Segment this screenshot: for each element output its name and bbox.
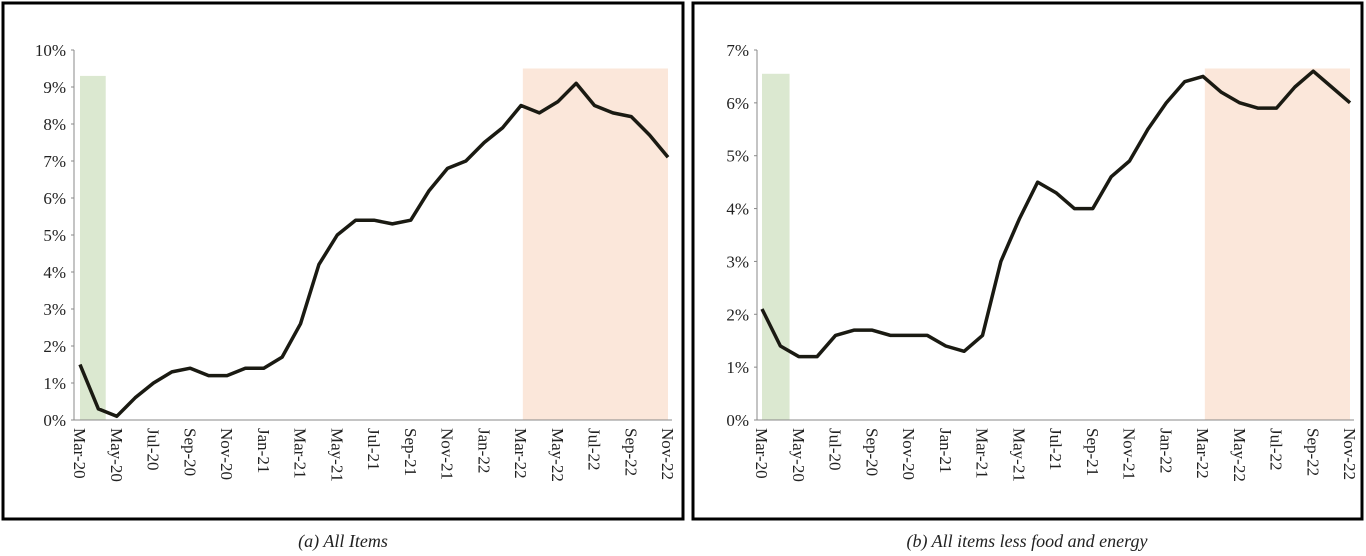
x-tick-label: Nov-21	[438, 428, 457, 480]
y-tick-label: 6%	[43, 189, 66, 208]
x-tick-label: Jul-20	[826, 428, 845, 471]
x-tick-label: Mar-22	[1193, 428, 1212, 479]
x-tick-label: Jan-21	[254, 428, 273, 473]
x-tick-label: Nov-20	[217, 428, 236, 480]
y-tick-label: 5%	[43, 226, 66, 245]
data-line	[760, 69, 1352, 359]
y-tick-label: 4%	[43, 263, 66, 282]
y-tick-label: 1%	[726, 358, 749, 377]
x-tick-label: Jul-20	[144, 428, 163, 471]
x-tick-label: Nov-22	[658, 428, 677, 480]
y-tick-label: 9%	[43, 78, 66, 97]
x-tick-label: Nov-21	[1120, 428, 1139, 480]
y-tick-label: 2%	[726, 305, 749, 324]
x-tick-label: Jul-22	[585, 428, 604, 471]
x-tick-label: Mar-22	[511, 428, 530, 479]
x-tick-label: Jan-22	[1156, 428, 1175, 473]
x-tick-label: Sep-22	[621, 428, 640, 476]
x-tick-label: Sep-21	[401, 428, 420, 476]
y-tick-label: 10%	[35, 41, 66, 60]
x-tick-label: May-20	[107, 428, 126, 482]
caption: (b) All items less food and energy	[907, 531, 1148, 552]
y-tick-label: 8%	[43, 115, 66, 134]
x-tick-label: Sep-22	[1303, 428, 1322, 476]
y-tick-label: 0%	[726, 411, 749, 430]
caption: (a) All Items	[298, 531, 388, 552]
x-tick-label: Jul-22	[1267, 428, 1286, 471]
x-tick-label: Jan-22	[474, 428, 493, 473]
x-tick-label: Sep-20	[862, 428, 881, 476]
x-tick-label: Sep-20	[180, 428, 199, 476]
x-tick-label: Nov-22	[1340, 428, 1359, 480]
y-tick-label: 6%	[726, 94, 749, 113]
x-tick-label: May-21	[327, 428, 346, 482]
y-tick-label: 4%	[726, 200, 749, 219]
shaded-period	[1204, 68, 1350, 420]
x-tick-label: Nov-20	[899, 428, 918, 480]
data-line	[78, 81, 670, 419]
x-tick-label: Mar-21	[291, 428, 310, 479]
x-tick-label: Mar-21	[973, 428, 992, 479]
x-tick-label: May-21	[1009, 428, 1028, 482]
shaded-period	[522, 68, 668, 420]
x-tick-label: May-20	[789, 428, 808, 482]
y-tick-label: 1%	[43, 374, 66, 393]
y-tick-label: 3%	[43, 300, 66, 319]
x-tick-label: Jul-21	[364, 428, 383, 471]
y-tick-label: 0%	[43, 411, 66, 430]
x-tick-label: May-22	[548, 428, 567, 482]
y-tick-label: 5%	[726, 147, 749, 166]
x-tick-label: Mar-20	[752, 428, 771, 479]
x-tick-label: May-22	[1230, 428, 1249, 482]
shaded-period	[762, 73, 790, 421]
y-tick-label: 2%	[43, 337, 66, 356]
y-tick-label: 7%	[726, 41, 749, 60]
y-tick-label: 7%	[43, 152, 66, 171]
shaded-period	[80, 75, 106, 421]
panel-frame	[1, 1, 685, 521]
x-tick-label: Jul-21	[1046, 428, 1065, 471]
panel-frame	[691, 1, 1364, 521]
x-tick-label: Jan-21	[936, 428, 955, 473]
x-tick-label: Sep-21	[1083, 428, 1102, 476]
x-tick-label: Mar-20	[70, 428, 89, 479]
y-tick-label: 3%	[726, 252, 749, 271]
